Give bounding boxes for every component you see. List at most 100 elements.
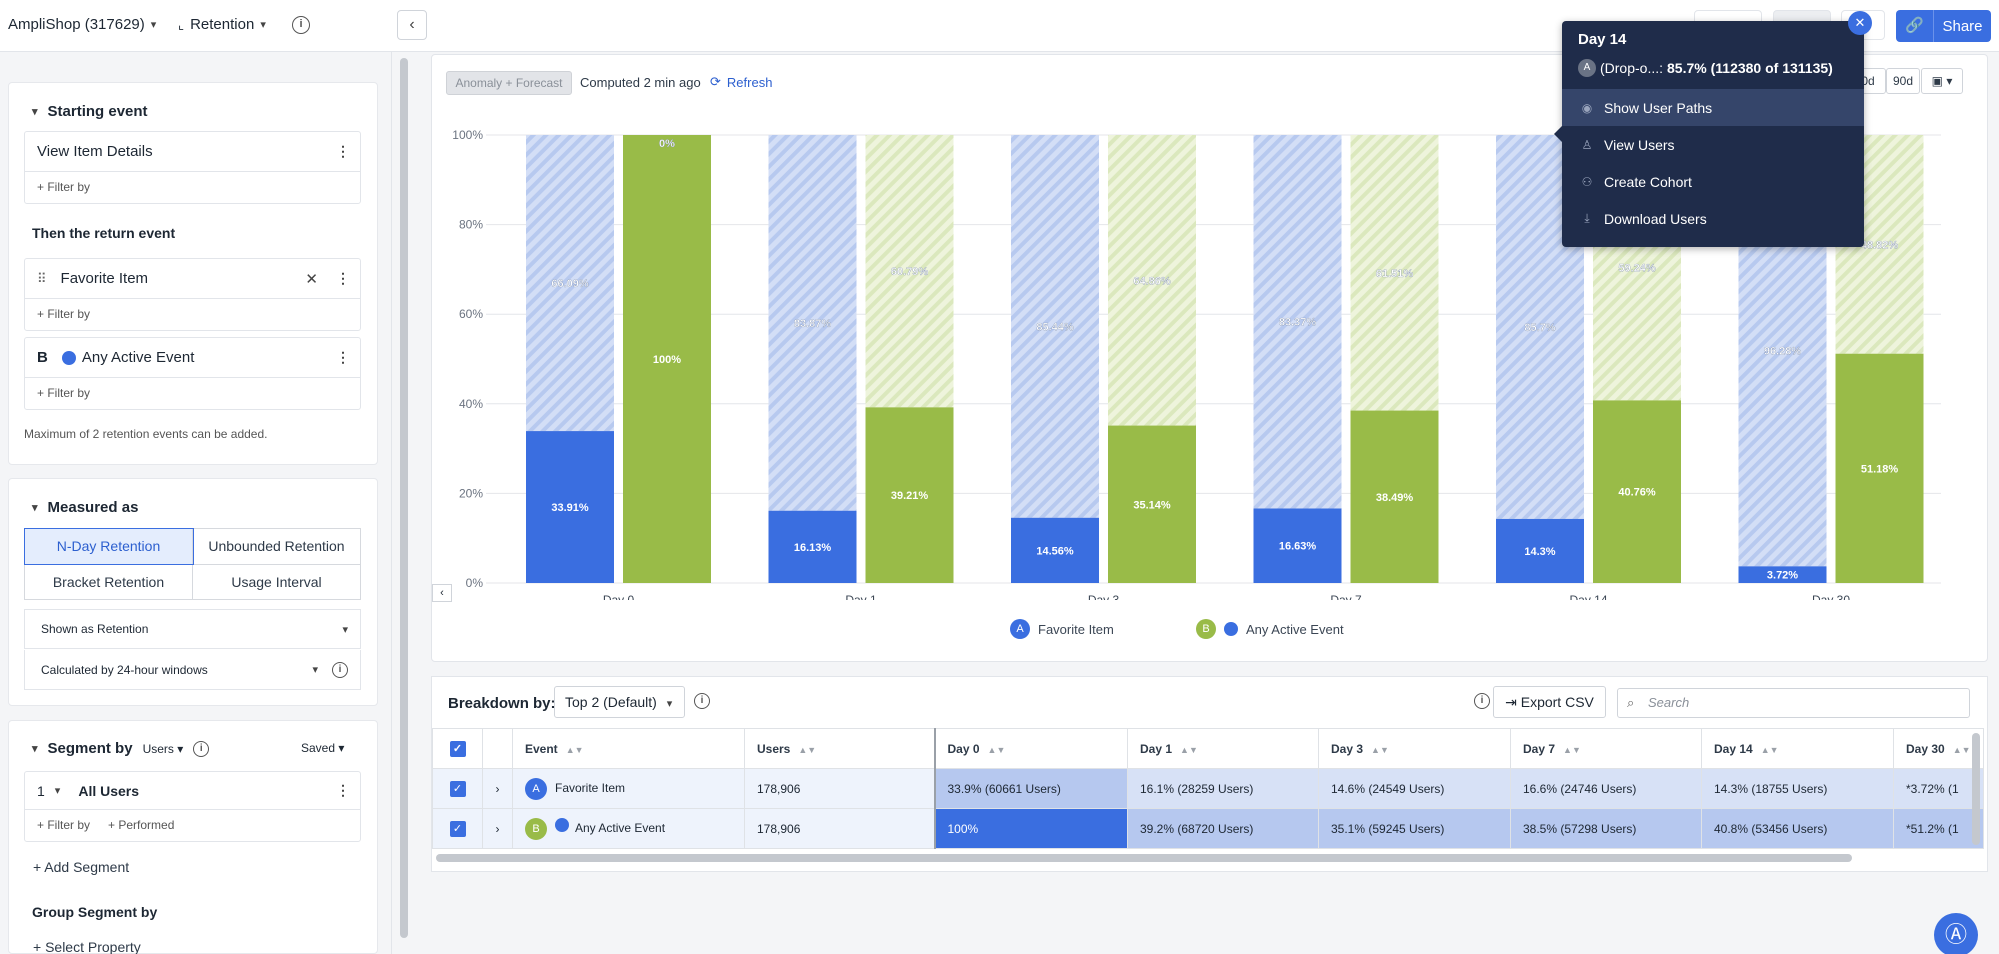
section-title: Starting event [47,103,148,120]
performed-link[interactable]: + Performed [108,818,175,832]
day-cell[interactable]: 16.6% (24746 Users) [1510,768,1702,809]
share-button[interactable]: 🔗 Share [1896,10,1991,42]
return-event-row[interactable]: ⠿ Favorite Item ✕ ⋮ [25,259,360,299]
day-cell[interactable]: 16.1% (28259 Users) [1127,768,1319,809]
event-name: Favorite Item [555,780,626,795]
refresh-button[interactable]: ⟳ Refresh [710,74,772,90]
day-cell[interactable]: 100% [933,808,1128,849]
link-icon[interactable]: 🔗 [1896,10,1934,42]
calculated-by-dropdown[interactable]: Calculated by 24-hour windows ▾ i [24,650,361,690]
day-cell[interactable]: 38.5% (57298 Users) [1510,808,1702,849]
checkbox-checked-icon[interactable]: ✓ [449,820,466,837]
day-cell[interactable]: *3.72% (1 [1893,768,1984,809]
table-horizontal-scrollbar[interactable] [436,854,1852,862]
column-header-day0[interactable]: Day 0 ▲▼ [933,728,1128,769]
download-users-item[interactable]: ⤓ Download Users [1562,200,1864,237]
day-cell[interactable]: 35.1% (59245 Users) [1318,808,1511,849]
select-all-cell[interactable]: ✓ [432,728,483,769]
dropoff-bar [1253,135,1342,509]
project-selector[interactable]: AmpliShop (317629) ▾ [8,16,156,33]
more-options-icon[interactable]: ⋮ [336,349,350,365]
starting-event-row[interactable]: View Item Details ⋮ [25,132,360,172]
n-day-retention-option[interactable]: N-Day Retention [24,528,194,565]
chart-type-selector[interactable]: ⌞ Retention ▾ [178,16,266,33]
more-options-icon[interactable]: ⋮ [336,270,350,286]
more-options-icon[interactable]: ⋮ [336,782,350,798]
retention-bar [1593,400,1681,583]
close-icon[interactable]: ✕ [305,270,318,288]
tooltip-close-button[interactable]: ✕ [1848,11,1872,35]
saved-segments-dropdown[interactable]: Saved ▾ [301,741,345,755]
measure-options-grid: N-Day Retention Unbounded Retention Brac… [24,528,361,600]
column-header-day30[interactable]: Day 30 ▲▼ [1893,728,1984,769]
breakdown-select[interactable]: Top 2 (Default) ▾ [554,686,685,718]
info-icon[interactable]: i [193,740,210,757]
segment-by-header[interactable]: ▾ Segment by Users ▾ i [32,740,210,757]
segment-row[interactable]: 1 ▾ All Users ⋮ [25,772,360,810]
usage-interval-option[interactable]: Usage Interval [231,574,322,590]
chevron-down-icon[interactable]: ▾ [54,785,61,797]
filter-by-link[interactable]: + Filter by [37,818,91,832]
column-header-day1[interactable]: Day 1 ▲▼ [1127,728,1319,769]
info-icon[interactable]: i [694,693,710,709]
table-row[interactable]: ✓ › A Favorite Item 178,906 33.9% (60661 … [432,768,1984,809]
day-cell[interactable]: 14.6% (24549 Users) [1318,768,1511,809]
column-label: Users [757,741,791,756]
dropoff-bar [1011,135,1099,518]
row-checkbox-cell[interactable]: ✓ [432,808,483,849]
column-header-event[interactable]: Event ▲▼ [512,728,745,769]
create-cohort-item[interactable]: ⚇ Create Cohort [1562,163,1864,200]
measured-as-header[interactable]: ▾ Measured as [32,499,138,516]
bracket-retention-option[interactable]: Bracket Retention [25,565,193,599]
column-header-day3[interactable]: Day 3 ▲▼ [1318,728,1511,769]
legend-item-b[interactable]: B Any Active Event [1196,619,1344,639]
filter-by-link[interactable]: + Filter by [37,386,91,400]
table-row[interactable]: ✓ › B Any Active Event 178,906 100% 39.2%… [432,808,1984,849]
export-csv-button[interactable]: ⇥ Export CSV [1493,686,1606,718]
info-icon[interactable]: i [1474,693,1490,709]
day-cell[interactable]: 40.8% (53456 Users) [1701,808,1894,849]
column-header-day7[interactable]: Day 7 ▲▼ [1510,728,1702,769]
day-cell[interactable]: 33.9% (60661 Users) [933,768,1128,809]
event-b-row[interactable]: B Any Active Event ⋮ [25,338,360,378]
show-user-paths-item[interactable]: ◉ Show User Paths [1562,89,1864,126]
column-header-users[interactable]: Users ▲▼ [744,728,935,769]
filter-by-link[interactable]: + Filter by [37,307,91,321]
more-options-icon[interactable]: ⋮ [336,143,350,159]
drag-handle-icon[interactable]: ⠿ [37,270,47,286]
search-input[interactable]: ⌕ Search [1617,688,1970,718]
day-cell[interactable]: 39.2% (68720 Users) [1127,808,1319,849]
filter-by-link[interactable]: + Filter by [37,180,91,194]
unbounded-retention-option[interactable]: Unbounded Retention [208,538,345,554]
starting-event-header[interactable]: ▾ Starting event [32,103,148,120]
search-icon: ⌕ [1627,695,1635,710]
shown-as-dropdown[interactable]: Shown as Retention ▾ [24,609,361,649]
add-segment-link[interactable]: + Add Segment [33,859,130,875]
amplitude-assistant-button[interactable]: Ⓐ [1934,913,1978,954]
column-header-day14[interactable]: Day 14 ▲▼ [1701,728,1894,769]
expand-cell[interactable]: › [482,768,513,809]
dropoff-bar [768,135,857,511]
left-panel-scrollbar[interactable] [400,58,408,938]
calendar-button[interactable]: ▣ ▾ [1921,68,1963,94]
day-cell[interactable]: *51.2% (1 [1893,808,1984,849]
expand-cell[interactable]: › [482,808,513,849]
day-cell[interactable]: 14.3% (18755 Users) [1701,768,1894,809]
chart-scroll-left-button[interactable]: ‹ [432,584,452,602]
anomaly-forecast-button[interactable]: Anomaly + Forecast [446,71,572,95]
checkbox-checked-icon[interactable]: ✓ [449,780,466,797]
segment-users-dropdown[interactable]: Users ▾ [142,741,184,756]
checkbox-checked-icon[interactable]: ✓ [449,740,466,757]
info-icon[interactable]: i [292,16,310,34]
legend-item-a[interactable]: A Favorite Item [1010,619,1114,639]
chevron-right-icon[interactable]: › [495,821,500,836]
select-property-link[interactable]: + Select Property [33,939,141,954]
info-icon[interactable]: i [332,661,348,678]
chevron-right-icon[interactable]: › [495,781,500,796]
row-checkbox-cell[interactable]: ✓ [432,768,483,809]
bar-value-label: 33.91% [551,502,589,514]
collapse-panel-button[interactable]: ‹ [397,10,427,40]
range-90d-button[interactable]: 90d [1886,68,1920,94]
view-users-item[interactable]: ♙ View Users [1562,126,1864,163]
table-vertical-scrollbar[interactable] [1972,733,1980,845]
